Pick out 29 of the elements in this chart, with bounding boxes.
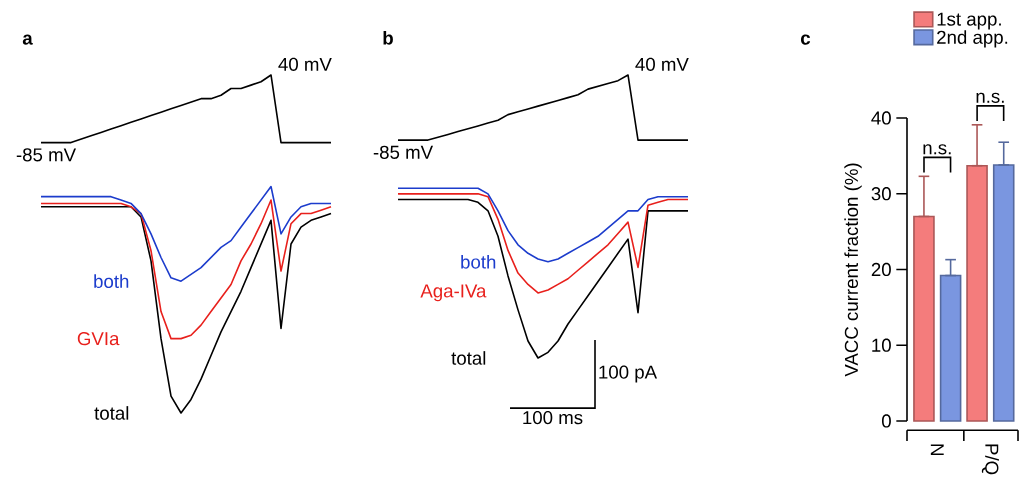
annotation: -85 mV (373, 145, 434, 159)
series-label: both (461, 254, 496, 269)
chart-title: b (383, 31, 393, 45)
y-tick-label: 0 (881, 414, 891, 428)
annotation: -85 mV (16, 148, 77, 162)
series-label: both (94, 274, 129, 289)
text: 40 mV (635, 57, 689, 71)
y-tick-label: 40 (871, 111, 891, 125)
text: GVIa (77, 332, 120, 346)
y-tick-label: 10 (872, 338, 891, 352)
chart-title: c (801, 34, 811, 45)
x-tick-label: N (930, 444, 944, 455)
chart-title: a (22, 34, 33, 45)
legend-label: 2nd app. (937, 30, 1008, 48)
x-tick-label: P/Q (981, 444, 999, 475)
legend-label: 1st app. (937, 12, 1001, 30)
text: n.s. (976, 92, 1004, 103)
annotation: n.s. (923, 144, 951, 155)
y-tick-label: 30 (871, 187, 891, 201)
text: total (94, 406, 129, 420)
bar (966, 164, 988, 422)
text: 100 ms (523, 411, 583, 425)
text: total (451, 351, 486, 365)
y-axis-title: VACC current fraction (%) (844, 163, 862, 377)
text: 100 pA (599, 365, 658, 383)
series-label: Aga-IVa (420, 284, 487, 302)
text: 40 mV (278, 57, 332, 71)
bar (992, 164, 1015, 422)
y-tick-label: 20 (871, 262, 891, 277)
